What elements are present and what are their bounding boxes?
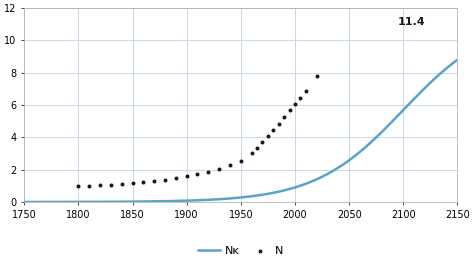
Nᴋ (363, 146, 368, 149)
Nᴋ (220, 197, 226, 200)
N (270, 128, 277, 132)
N (129, 181, 137, 185)
Nᴋ (232, 197, 237, 200)
N (264, 134, 272, 138)
N (297, 96, 304, 100)
N (302, 89, 310, 93)
N (183, 174, 191, 178)
N (313, 74, 320, 78)
N (280, 115, 288, 119)
Nᴋ (442, 68, 448, 71)
N (259, 140, 266, 144)
N (286, 108, 293, 112)
Text: 11.4: 11.4 (398, 17, 426, 27)
N (253, 146, 261, 150)
N (275, 122, 283, 126)
N (74, 184, 82, 188)
N (107, 183, 115, 187)
N (248, 151, 255, 155)
N (150, 179, 158, 183)
N (96, 183, 104, 187)
Line: Nᴋ: Nᴋ (24, 60, 457, 202)
Nᴋ (44, 200, 49, 204)
Nᴋ (455, 58, 460, 61)
N (118, 182, 126, 186)
N (226, 163, 234, 167)
N (139, 180, 147, 184)
N (237, 159, 245, 163)
N (85, 184, 93, 188)
N (291, 102, 299, 106)
N (161, 178, 169, 182)
Nᴋ (442, 68, 447, 71)
N (194, 172, 201, 176)
N (172, 176, 180, 180)
N (205, 170, 212, 174)
Nᴋ (21, 200, 27, 204)
N (215, 167, 223, 171)
Legend: Nᴋ, N: Nᴋ, N (198, 246, 283, 256)
